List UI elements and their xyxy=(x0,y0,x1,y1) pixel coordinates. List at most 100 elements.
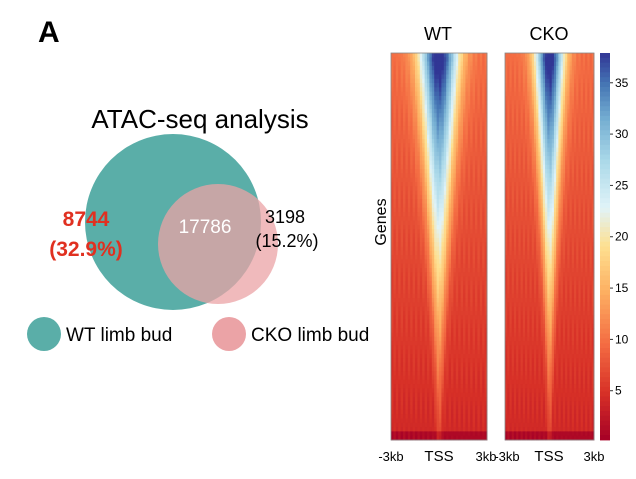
heatmap-wt-cell xyxy=(400,199,404,204)
heatmap-cko-cell xyxy=(533,151,537,157)
heatmap-wt-cell xyxy=(400,147,404,153)
heatmap-wt-cell xyxy=(484,263,488,269)
heatmap-wt-cell xyxy=(477,104,481,110)
heatmap-wt-cell xyxy=(439,121,442,127)
heatmap-cko-cell xyxy=(529,147,533,153)
heatmap-wt-cell xyxy=(427,375,430,381)
heatmap-cko-cell xyxy=(518,53,521,58)
heatmap-wt-cell xyxy=(479,401,483,406)
heatmap-wt-cell xyxy=(475,302,478,308)
heatmap-wt-cell xyxy=(412,323,416,329)
heatmap-wt-cell xyxy=(405,371,409,376)
heatmap-wt-cell xyxy=(410,272,413,277)
heatmap-wt-cell xyxy=(395,237,399,243)
heatmap-wt-cell xyxy=(467,276,471,282)
heatmap-cko-cell xyxy=(569,147,573,153)
heatmap-wt-cell xyxy=(429,53,433,58)
heatmap-wt-cell xyxy=(391,280,394,286)
heatmap-wt-cell xyxy=(429,375,433,381)
heatmap-cko-cell xyxy=(509,83,513,88)
heatmap-wt-cell xyxy=(470,237,473,243)
heatmap-cko-cell xyxy=(558,121,562,127)
heatmap-wt-cell xyxy=(424,328,428,333)
heatmap-wt-cell xyxy=(427,212,430,217)
heatmap-cko-cell xyxy=(525,53,528,58)
heatmap-wt-cell xyxy=(470,289,473,295)
heatmap-wt-cell xyxy=(429,169,433,174)
heatmap-cko-cell xyxy=(542,104,546,110)
heatmap-wt-cell xyxy=(422,418,425,424)
heatmap-wt-cell xyxy=(482,323,485,329)
heatmap-wt-cell xyxy=(448,319,452,325)
heatmap-wt-cell xyxy=(405,375,409,381)
heatmap-cko-cell xyxy=(587,100,590,105)
heatmap-cko-cell xyxy=(576,61,579,67)
heatmap-wt-cell xyxy=(458,83,461,88)
heatmap-wt-cell xyxy=(470,401,473,406)
heatmap-wt-cell xyxy=(422,362,425,368)
heatmap-wt-cell xyxy=(479,280,483,286)
heatmap-wt-cell xyxy=(467,354,471,359)
heatmap-wt-cell xyxy=(419,427,423,432)
heatmap-wt-cell xyxy=(460,366,464,372)
heatmap-wt-cell xyxy=(443,298,447,303)
heatmap-wt-cell xyxy=(415,177,418,183)
heatmap-cko-cell xyxy=(547,186,550,191)
heatmap-wt-cell xyxy=(448,354,452,359)
heatmap-wt-cell xyxy=(463,113,466,118)
heatmap-wt-cell xyxy=(410,306,413,312)
heatmap-wt-cell xyxy=(465,379,469,385)
heatmap-cko-cell xyxy=(565,194,568,200)
heatmap-wt-cell xyxy=(410,160,413,166)
heatmap-wt-cell xyxy=(441,57,445,62)
heatmap-wt-cell xyxy=(475,61,478,67)
heatmap-wt-cell xyxy=(451,203,454,209)
heatmap-cko-cell xyxy=(518,126,521,131)
heatmap-cko-cell xyxy=(520,91,524,97)
heatmap-wt-cell xyxy=(472,427,476,432)
heatmap-wt-cell xyxy=(479,237,483,243)
heatmap-wt-cell xyxy=(405,70,409,75)
heatmap-wt-cell xyxy=(439,65,442,71)
heatmap-wt-cell xyxy=(443,306,447,312)
heatmap-cko-cell xyxy=(558,143,562,148)
heatmap-wt-cell xyxy=(429,151,433,157)
heatmap-wt-cell xyxy=(436,203,440,209)
heatmap-wt-cell xyxy=(441,345,445,351)
heatmap-wt-cell xyxy=(463,203,466,209)
heatmap-wt-cell xyxy=(460,194,464,200)
heatmap-wt-cell xyxy=(410,186,413,191)
heatmap-cko-cell xyxy=(522,74,526,80)
heatmap-cko-cell xyxy=(518,139,521,144)
heatmap-wt-cell xyxy=(446,91,449,97)
heatmap-cko-cell xyxy=(591,70,595,75)
heatmap-cko-cell xyxy=(562,126,566,131)
heatmap-wt-cell xyxy=(443,160,447,166)
heatmap-cko-cell xyxy=(553,130,557,136)
heatmap-wt-cell xyxy=(393,280,397,286)
heatmap-wt-cell xyxy=(434,414,437,419)
heatmap-wt-cell xyxy=(479,229,483,234)
heatmap-wt-cell xyxy=(441,323,445,329)
heatmap-wt-cell xyxy=(458,384,461,389)
heatmap-wt-cell xyxy=(463,100,466,105)
heatmap-wt-cell xyxy=(393,401,397,406)
heatmap-wt-cell xyxy=(415,242,418,247)
heatmap-wt-cell xyxy=(419,194,423,200)
heatmap-cko-cell xyxy=(540,108,544,114)
heatmap-wt-cell xyxy=(451,285,454,290)
heatmap-wt-cell xyxy=(415,280,418,286)
heatmap-cko-cell xyxy=(531,53,535,58)
heatmap-wt-cell xyxy=(453,207,457,213)
heatmap-wt-cell xyxy=(400,242,404,247)
heatmap-cko-cell xyxy=(545,177,548,183)
heatmap-wt-cell xyxy=(419,379,423,385)
heatmap-cko-cell xyxy=(573,147,577,153)
heatmap-cko-cell xyxy=(547,139,550,144)
heatmap-wt-cell xyxy=(427,237,430,243)
heatmap-wt-cell xyxy=(465,276,469,282)
heatmap-wt-cell xyxy=(470,276,473,282)
heatmap-wt-cell xyxy=(427,190,430,196)
heatmap-wt-cell xyxy=(405,83,409,88)
heatmap-wt-cell xyxy=(431,61,435,67)
